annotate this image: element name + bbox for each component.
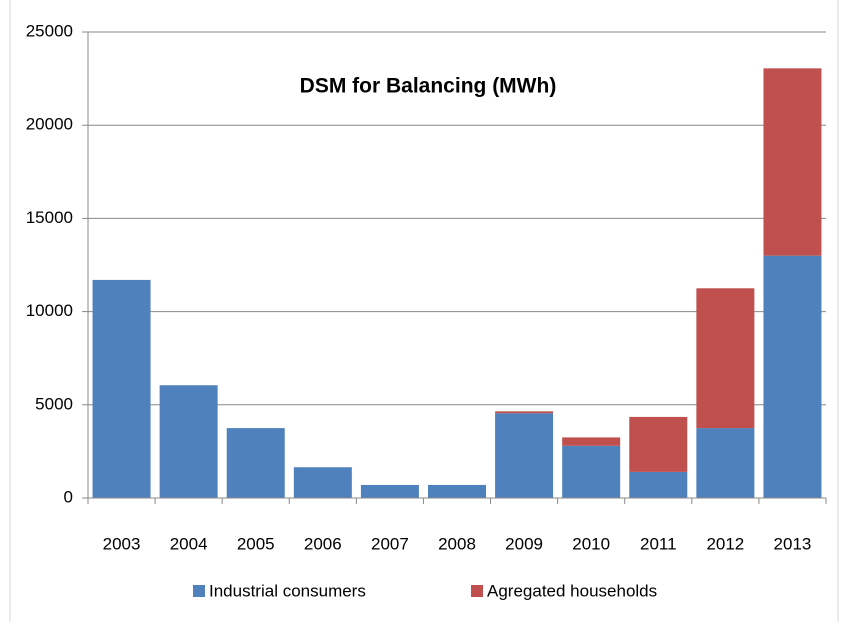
y-tick-label: 10000 (26, 301, 73, 320)
x-tick-label: 2005 (237, 534, 275, 553)
legend-swatch (471, 585, 483, 597)
bar-segment (92, 279, 151, 498)
bar-segment (495, 411, 554, 414)
y-tick-label: 15000 (26, 208, 73, 227)
y-tick-label: 5000 (35, 394, 73, 413)
bar-segment (629, 471, 688, 498)
x-tick-label: 2004 (170, 534, 208, 553)
x-tick-label: 2011 (640, 534, 677, 553)
chart-title: DSM for Balancing (MWh) (300, 75, 557, 98)
x-tick-label: 2010 (572, 534, 610, 553)
bar-segment (696, 288, 755, 429)
bar-segment (562, 437, 621, 446)
bar-segment (360, 484, 419, 498)
bar-segment (562, 445, 621, 498)
x-tick-label: 2013 (774, 534, 812, 553)
bar-segment (226, 428, 285, 498)
bar-segment (763, 255, 822, 498)
x-tick-label: 2007 (371, 534, 409, 553)
x-tick-label: 2012 (706, 534, 744, 553)
x-tick-label: 2009 (505, 534, 543, 553)
bar-segment (159, 385, 218, 498)
y-tick-label: 20000 (26, 115, 73, 134)
bar-segment (629, 416, 688, 472)
bar-segment (428, 484, 486, 498)
y-tick-label: 0 (64, 487, 73, 506)
y-tick-label: 25000 (26, 21, 73, 40)
bar-segment (696, 428, 755, 498)
legend-swatch (193, 585, 205, 597)
bar-segment (495, 413, 554, 498)
x-tick-label: 2006 (304, 534, 342, 553)
legend-label: Agregated households (487, 581, 657, 600)
bar-segment (763, 68, 822, 256)
bar-segment (293, 467, 352, 498)
legend-label: Industrial consumers (209, 581, 366, 600)
x-tick-label: 2003 (103, 534, 141, 553)
x-tick-label: 2008 (438, 534, 476, 553)
